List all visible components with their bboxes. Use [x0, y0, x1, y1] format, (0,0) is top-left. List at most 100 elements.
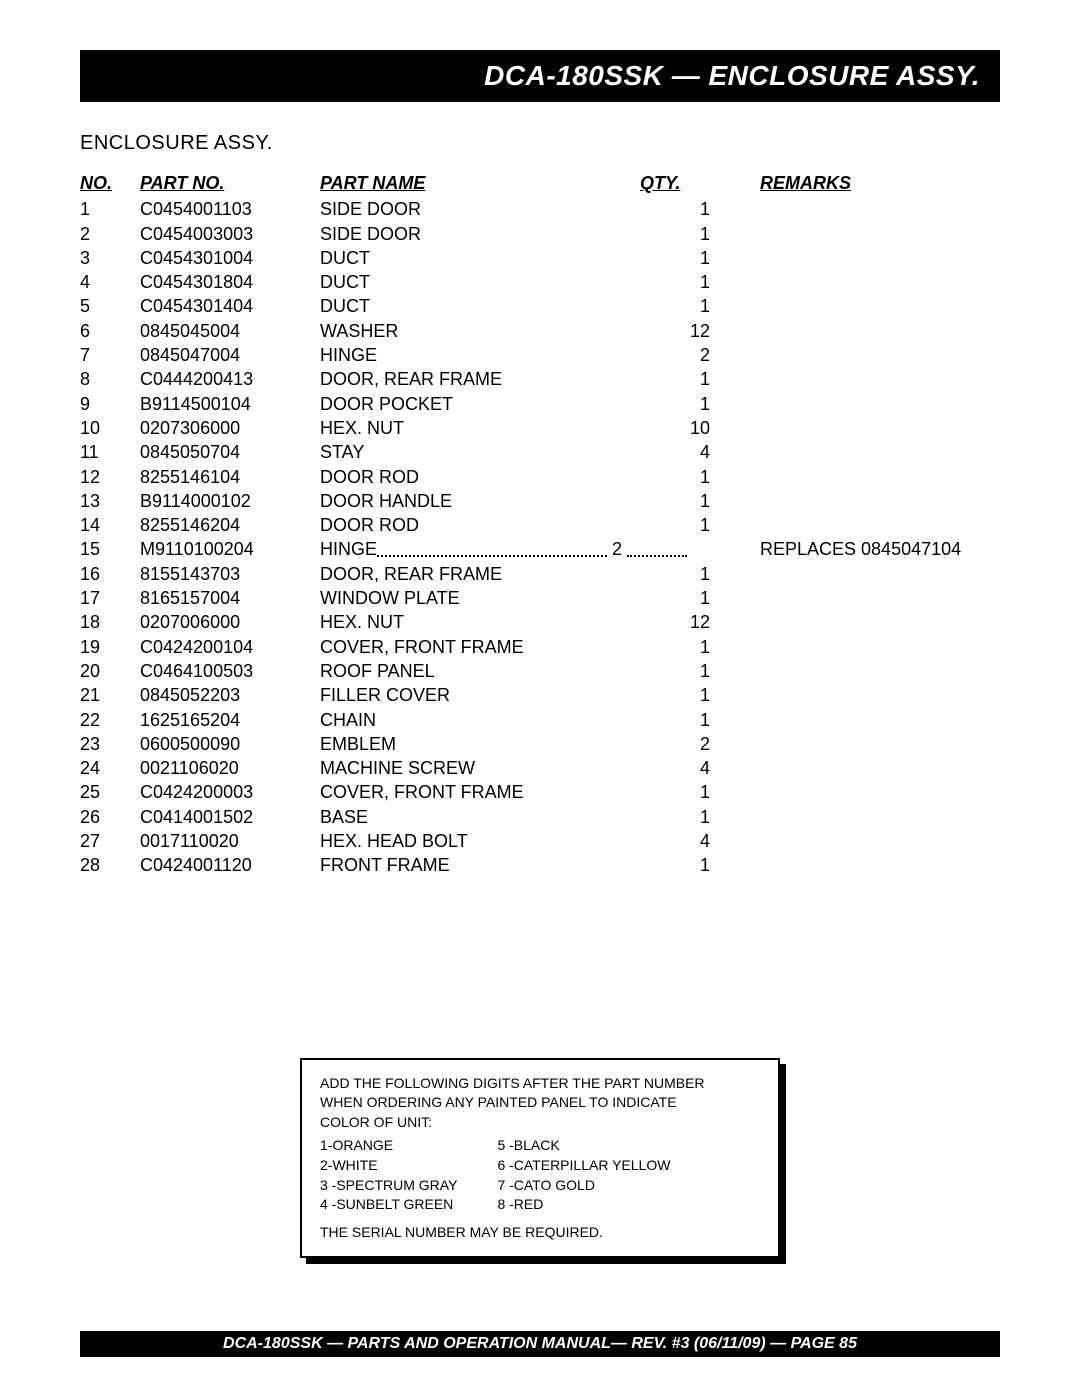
- cell-name: DOOR, REAR FRAME: [320, 367, 640, 391]
- cell-remarks: [720, 805, 1000, 829]
- cell-remarks: [720, 392, 1000, 416]
- cell-name: DUCT: [320, 294, 640, 318]
- cell-no: 25: [80, 780, 140, 804]
- table-row: 8C0444200413DOOR, REAR FRAME1: [80, 367, 1000, 391]
- color-option: 1-ORANGE: [320, 1136, 457, 1156]
- table-row: 20C0464100503ROOF PANEL1: [80, 659, 1000, 683]
- cell-part: C0454001103: [140, 197, 320, 221]
- table-row: 5C0454301404DUCT1: [80, 294, 1000, 318]
- cell-no: 14: [80, 513, 140, 537]
- cell-part: C0424001120: [140, 853, 320, 877]
- info-line: THE SERIAL NUMBER MAY BE REQUIRED.: [320, 1223, 760, 1243]
- cell-part: C0444200413: [140, 367, 320, 391]
- cell-qty: 1: [640, 465, 720, 489]
- info-line: ADD THE FOLLOWING DIGITS AFTER THE PART …: [320, 1074, 760, 1094]
- cell-name: DOOR ROD: [320, 465, 640, 489]
- cell-remarks: [720, 367, 1000, 391]
- cell-name: COVER, FRONT FRAME: [320, 635, 640, 659]
- color-option: 6 -CATERPILLAR YELLOW: [497, 1156, 670, 1176]
- parts-table: NO. PART NO. PART NAME QTY. REMARKS 1C04…: [80, 171, 1000, 878]
- cell-no: 13: [80, 489, 140, 513]
- color-option: 4 -SUNBELT GREEN: [320, 1195, 457, 1215]
- table-row: 180207006000HEX. NUT12: [80, 610, 1000, 634]
- cell-no: 19: [80, 635, 140, 659]
- cell-name: WASHER: [320, 319, 640, 343]
- cell-remarks: [720, 489, 1000, 513]
- cell-qty: 1: [640, 513, 720, 537]
- cell-no: 4: [80, 270, 140, 294]
- cell-remarks: [720, 222, 1000, 246]
- cell-qty: 1: [640, 489, 720, 513]
- cell-part: 0207306000: [140, 416, 320, 440]
- table-row: 15M9110100204HINGE 2 REPLACES 0845047104: [80, 537, 1000, 561]
- cell-qty: 12: [640, 319, 720, 343]
- cell-name: STAY: [320, 440, 640, 464]
- cell-remarks: [720, 197, 1000, 221]
- table-row: 148255146204DOOR ROD1: [80, 513, 1000, 537]
- cell-no: 16: [80, 562, 140, 586]
- cell-qty: 10: [640, 416, 720, 440]
- table-row: 100207306000HEX. NUT10: [80, 416, 1000, 440]
- cell-no: 12: [80, 465, 140, 489]
- cell-part: 0845047004: [140, 343, 320, 367]
- cell-qty: 1: [640, 659, 720, 683]
- cell-no: 17: [80, 586, 140, 610]
- cell-part: 1625165204: [140, 708, 320, 732]
- table-row: 221625165204CHAIN1: [80, 708, 1000, 732]
- cell-no: 10: [80, 416, 140, 440]
- cell-name: FILLER COVER: [320, 683, 640, 707]
- cell-part: 8155143703: [140, 562, 320, 586]
- table-row: 70845047004HINGE2: [80, 343, 1000, 367]
- cell-no: 9: [80, 392, 140, 416]
- cell-part: C0454003003: [140, 222, 320, 246]
- table-row: 19C0424200104COVER, FRONT FRAME1: [80, 635, 1000, 659]
- cell-remarks: [720, 610, 1000, 634]
- cell-remarks: [720, 708, 1000, 732]
- cell-qty: 1: [640, 635, 720, 659]
- cell-no: 21: [80, 683, 140, 707]
- cell-part: 0845052203: [140, 683, 320, 707]
- cell-part: C0424200104: [140, 635, 320, 659]
- page-header: DCA-180SSK — ENCLOSURE ASSY.: [80, 50, 1000, 102]
- cell-no: 20: [80, 659, 140, 683]
- cell-remarks: [720, 562, 1000, 586]
- cell-name: HEX. HEAD BOLT: [320, 829, 640, 853]
- cell-qty: 1: [640, 780, 720, 804]
- info-line: COLOR OF UNIT:: [320, 1113, 760, 1133]
- table-row: 230600500090EMBLEM2: [80, 732, 1000, 756]
- cell-qty: 1: [640, 853, 720, 877]
- section-title: ENCLOSURE ASSY.: [80, 132, 1000, 155]
- cell-no: 18: [80, 610, 140, 634]
- cell-part: C0414001502: [140, 805, 320, 829]
- cell-no: 27: [80, 829, 140, 853]
- cell-part: C0454301804: [140, 270, 320, 294]
- cell-remarks: [720, 513, 1000, 537]
- cell-remarks: [720, 586, 1000, 610]
- cell-name: EMBLEM: [320, 732, 640, 756]
- cell-qty: 4: [640, 756, 720, 780]
- color-option: 8 -RED: [497, 1195, 670, 1215]
- cell-part: 0845050704: [140, 440, 320, 464]
- cell-name: WINDOW PLATE: [320, 586, 640, 610]
- cell-no: 26: [80, 805, 140, 829]
- col-header-part: PART NO.: [140, 171, 320, 197]
- color-option: 3 -SPECTRUM GRAY: [320, 1176, 457, 1196]
- cell-name: DOOR ROD: [320, 513, 640, 537]
- cell-remarks: [720, 294, 1000, 318]
- cell-remarks: [720, 829, 1000, 853]
- table-row: 4C0454301804DUCT1: [80, 270, 1000, 294]
- table-row: 178165157004WINDOW PLATE1: [80, 586, 1000, 610]
- cell-remarks: [720, 635, 1000, 659]
- col-header-name: PART NAME: [320, 171, 640, 197]
- color-option: 2-WHITE: [320, 1156, 457, 1176]
- cell-qty: 1: [640, 222, 720, 246]
- cell-remarks: [720, 270, 1000, 294]
- cell-qty: 1: [640, 246, 720, 270]
- cell-name: DUCT: [320, 246, 640, 270]
- cell-name: HINGE 2: [320, 537, 720, 561]
- cell-remarks: [720, 732, 1000, 756]
- cell-remarks: [720, 440, 1000, 464]
- cell-no: 2: [80, 222, 140, 246]
- cell-part: B9114000102: [140, 489, 320, 513]
- cell-part: 0207006000: [140, 610, 320, 634]
